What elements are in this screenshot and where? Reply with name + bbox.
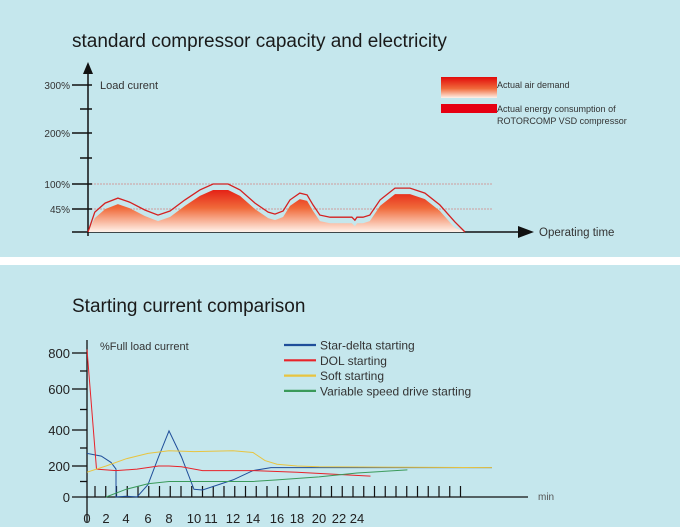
x-tick-label: 14: [246, 511, 260, 526]
chart2-title: Starting current comparison: [72, 296, 305, 317]
x-tick-label: 18: [290, 511, 304, 526]
y-tick-label: 100%: [44, 180, 70, 191]
x-tick-label: 11: [204, 511, 218, 526]
x-tick-label: 22: [332, 511, 346, 526]
x-tick-label: 24: [350, 511, 364, 526]
y-axis-arrow-icon: [83, 62, 93, 74]
x-tick-label: 16: [270, 511, 284, 526]
x-axis-arrow-icon: [518, 226, 534, 238]
legend-label: Soft starting: [320, 369, 384, 383]
x-axis-label: min: [538, 492, 554, 503]
y-axis-label: %Full load current: [100, 341, 189, 353]
legend-label: Variable speed drive starting: [320, 384, 471, 398]
x-tick-label: 12: [226, 511, 240, 526]
divider: [0, 257, 680, 265]
x-tick-label: 8: [165, 511, 172, 526]
legend-label: ROTORCOMP VSD compressor: [497, 116, 627, 126]
x-tick-label: 4: [122, 511, 129, 526]
y-tick-label: 0: [63, 490, 70, 505]
air-demand-outline: [87, 183, 466, 233]
y-tick-label: 300%: [44, 81, 70, 92]
x-tick-label: 0: [83, 511, 90, 526]
series-line-dol-starting: [86, 349, 371, 477]
series-line-star-delta-starting: [86, 429, 492, 498]
x-axis-label: Operating time: [539, 227, 614, 239]
series-line-variable-speed-drive-starting: [105, 469, 408, 498]
x-tick-label: 10: [187, 511, 201, 526]
legend-label: DOL starting: [320, 354, 387, 368]
chart1: 300% 200% 100% 45% Load curent Operating…: [44, 62, 627, 239]
legend-label: Actual air demand: [497, 80, 570, 90]
y-tick-label: 200: [48, 459, 70, 474]
y-axis-label: Load curent: [100, 80, 158, 92]
chart1-title: standard compressor capacity and electri…: [72, 31, 447, 52]
legend-label: Star-delta starting: [320, 339, 415, 353]
legend-swatch-energy: [441, 104, 497, 113]
energy-consumption-area: [88, 190, 465, 232]
y-tick-label: 600: [48, 382, 70, 397]
legend-swatch-air-demand: [441, 77, 497, 98]
y-tick-label: 45%: [50, 205, 70, 216]
x-tick-label: 2: [102, 511, 109, 526]
y-tick-label: 800: [48, 346, 70, 361]
y-tick-label: 400: [48, 423, 70, 438]
x-tick-label: 6: [144, 511, 151, 526]
y-tick-label: 200%: [44, 129, 70, 140]
legend-label: Actual energy consumption of: [497, 104, 616, 114]
series-line-soft-starting: [86, 450, 493, 473]
x-tick-label: 20: [312, 511, 326, 526]
